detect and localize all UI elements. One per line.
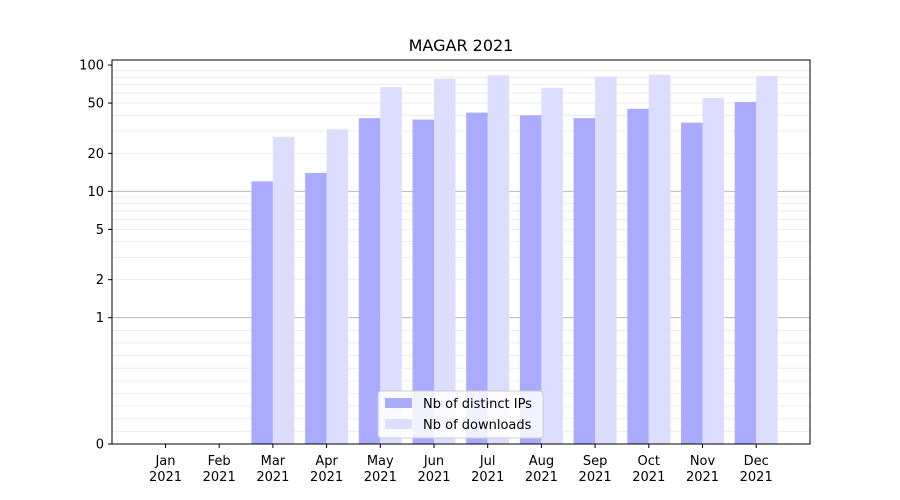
x-tick-label: Apr 2021: [310, 454, 343, 485]
bar-downloads: [648, 74, 671, 444]
y-tick-label: 10: [87, 185, 104, 200]
bar-distinct-ips: [734, 101, 757, 444]
x-tick-label: Aug 2021: [525, 454, 558, 485]
legend: Nb of distinct IPs Nb of downloads: [377, 390, 544, 439]
bar-downloads: [487, 75, 510, 444]
bar-distinct-ips: [251, 181, 273, 444]
x-tick-label: Mar 2021: [256, 454, 289, 485]
bar-distinct-ips: [305, 172, 327, 444]
y-tick-label: 0: [96, 438, 104, 453]
x-tick-label: Sep 2021: [579, 454, 612, 485]
legend-label-downloads: Nb of downloads: [423, 418, 532, 433]
x-tick-label: Jun 2021: [417, 454, 450, 485]
legend-swatch-downloads: [385, 419, 412, 429]
x-tick-label: Feb 2021: [203, 454, 236, 485]
bar-distinct-ips: [627, 108, 649, 445]
bars-layer: [251, 74, 778, 445]
legend-box: [377, 390, 544, 439]
plot-frame: [111, 59, 811, 445]
bar-downloads: [434, 78, 456, 444]
x-tick-label: Jul 2021: [471, 454, 504, 485]
y-tick-label: 2: [96, 273, 104, 288]
y-axis: 0 1 2 5 10 20 50 100: [79, 59, 112, 453]
legend-swatch-distinct-ips: [385, 398, 412, 408]
legend-label-distinct-ips: Nb of distinct IPs: [423, 397, 532, 412]
bar-downloads: [380, 87, 402, 445]
x-axis: Jan 2021 Feb 2021 Mar 2021 Apr 2021 May 2021 Jun 20…: [149, 444, 773, 485]
x-tick-label: May 2021: [364, 454, 397, 485]
bar-downloads: [595, 76, 617, 444]
y-tick-label: 5: [96, 223, 104, 238]
bar-downloads: [326, 129, 349, 444]
y-tick-label: 1: [96, 311, 104, 326]
bar-distinct-ips: [573, 118, 596, 444]
bar-distinct-ips: [412, 119, 434, 444]
bar-downloads: [272, 136, 295, 444]
chart-title: MAGAR 2021: [409, 36, 514, 55]
bar-distinct-ips: [466, 112, 488, 444]
bar-downloads: [702, 97, 724, 444]
x-tick-label: Jan 2021: [149, 454, 182, 485]
x-tick-label: Dec 2021: [740, 454, 773, 485]
y-tick-label: 50: [87, 97, 104, 112]
y-tick-label: 20: [87, 147, 104, 162]
y-tick-label: 100: [79, 59, 104, 74]
x-tick-label: Nov 2021: [686, 454, 719, 485]
bar-distinct-ips: [681, 122, 703, 444]
x-tick-label: Oct 2021: [632, 454, 665, 485]
bar-distinct-ips: [519, 115, 542, 445]
bar-downloads: [541, 87, 563, 445]
bar-distinct-ips: [358, 118, 381, 444]
bar-downloads: [756, 75, 778, 444]
